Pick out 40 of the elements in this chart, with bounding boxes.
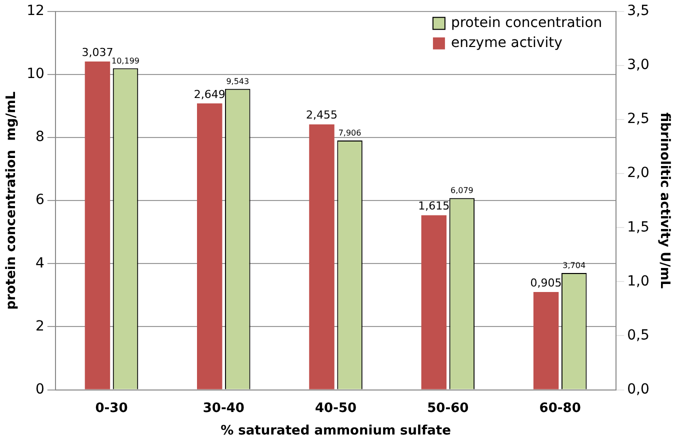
y-tick-label: 4: [35, 255, 44, 272]
data-label: 9,543: [226, 76, 250, 86]
bar: [309, 124, 334, 390]
data-label: 0,905: [530, 276, 562, 290]
data-label: 2,649: [194, 88, 226, 101]
x-axis-title: % saturated ammonium sulfate: [220, 424, 452, 439]
y-tick-label: 8: [35, 129, 44, 146]
data-label: 2,455: [306, 108, 338, 122]
y-tick-label: 6: [35, 192, 44, 208]
y-axis-title: protein concentration mg/mL: [4, 91, 20, 310]
data-label: 1,615: [418, 200, 450, 213]
y2-tick-label: 3,5: [627, 3, 650, 20]
x-tick-label: 0-30: [95, 400, 128, 416]
x-tick-label: 60-80: [539, 400, 581, 416]
y2-tick-label: 1,5: [627, 219, 650, 236]
data-label: 7,906: [338, 128, 362, 138]
bar: [196, 103, 222, 390]
bar: [533, 292, 559, 390]
y2-tick-label: 1,0: [627, 273, 650, 290]
legend-label: protein concentration: [450, 15, 602, 32]
data-label: 10,199: [112, 56, 140, 66]
y2-tick-label: 2,0: [627, 165, 650, 182]
data-label: 6,079: [450, 186, 474, 196]
data-label: 3,037: [82, 46, 114, 59]
bar: [84, 61, 110, 390]
y2-tick-label: 2,5: [627, 111, 650, 128]
y-tick-label: 12: [26, 3, 44, 20]
y2-tick-label: 0,5: [627, 327, 650, 344]
y-tick-label: 0: [35, 381, 44, 398]
y2-tick-label: 3,0: [627, 57, 650, 74]
y2-tick-label: 0,0: [627, 381, 650, 398]
data-label: 3,704: [562, 261, 586, 270]
x-tick-label: 50-60: [427, 400, 469, 416]
y2-axis-title: fibrinolitic activity U/mL: [656, 112, 672, 289]
x-tick-label: 40-50: [314, 400, 357, 416]
legend-label: enzyme activity: [450, 35, 562, 52]
bar: [421, 215, 447, 390]
y-tick-label: 10: [26, 66, 44, 82]
x-tick-label: 30-40: [202, 400, 244, 416]
y-tick-label: 2: [35, 318, 44, 334]
